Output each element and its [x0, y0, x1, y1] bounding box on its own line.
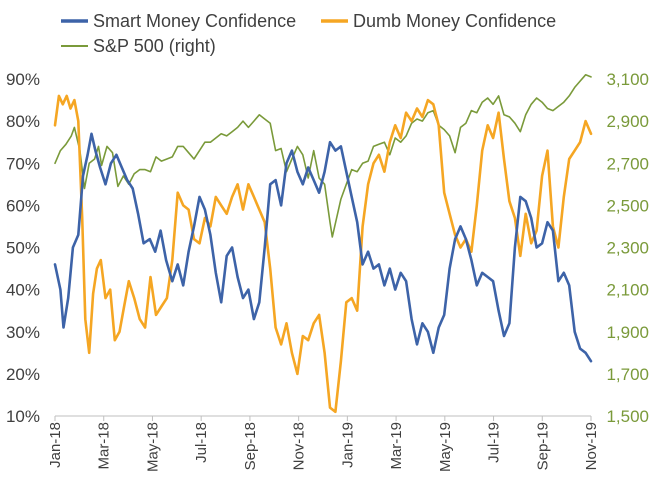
x-tick-label: May-18 [144, 422, 161, 472]
x-tick-label: Jan-19 [339, 422, 356, 468]
y-left-tick-label: 20% [6, 365, 40, 384]
x-tick-label: Mar-18 [96, 422, 113, 470]
y-axis-right: 1,500 1,700 1,900 2,100 2,300 2,500 2,700 2,900… [606, 70, 649, 426]
y-right-tick-label: 2,300 [606, 239, 649, 258]
y-right-tick-label: 1,900 [606, 323, 649, 342]
x-axis: Jan-18 Mar-18 May-18 Jul-18 Sep-18 Nov-18 Jan-… [47, 416, 600, 472]
series-line-dumb-money [53, 94, 593, 414]
y-right-tick-label: 1,500 [606, 407, 649, 426]
x-tick-label: Jul-19 [486, 422, 503, 463]
y-left-tick-label: 50% [6, 239, 40, 258]
y-left-tick-label: 90% [6, 70, 40, 89]
y-right-tick-label: 2,100 [606, 281, 649, 300]
y-left-tick-label: 10% [6, 407, 40, 426]
y-right-tick-label: 2,500 [606, 196, 649, 215]
y-left-tick-label: 30% [6, 323, 40, 342]
x-tick-label: Sep-19 [534, 422, 551, 470]
legend: Smart Money Confidence Dumb Money Confid… [61, 11, 556, 56]
series-line-smart-money [53, 132, 593, 363]
y-left-tick-label: 40% [6, 281, 40, 300]
x-tick-label: Nov-18 [291, 422, 308, 470]
y-right-tick-label: 2,900 [606, 112, 649, 131]
y-right-tick-label: 3,100 [606, 70, 649, 89]
x-tick-label: Mar-19 [388, 422, 405, 470]
x-tick-label: May-19 [437, 422, 454, 472]
y-right-tick-label: 2,700 [606, 154, 649, 173]
x-tick-label: Nov-19 [583, 422, 600, 470]
x-tick-label: Jan-18 [47, 422, 64, 468]
legend-label-spx: S&P 500 (right) [93, 36, 216, 56]
x-tick-label: Sep-18 [242, 422, 259, 470]
x-tick-label: Jul-18 [193, 422, 210, 463]
legend-label-smart-money: Smart Money Confidence [93, 11, 296, 31]
y-left-tick-label: 60% [6, 196, 40, 215]
series-line-spx [54, 74, 592, 238]
y-left-tick-label: 80% [6, 112, 40, 131]
y-right-tick-label: 1,700 [606, 365, 649, 384]
y-axis-left: 10% 20% 30% 40% 50% 60% 70% 80% 90% [6, 70, 40, 426]
y-left-tick-label: 70% [6, 154, 40, 173]
legend-label-dumb-money: Dumb Money Confidence [353, 11, 556, 31]
plot-area [53, 74, 593, 414]
